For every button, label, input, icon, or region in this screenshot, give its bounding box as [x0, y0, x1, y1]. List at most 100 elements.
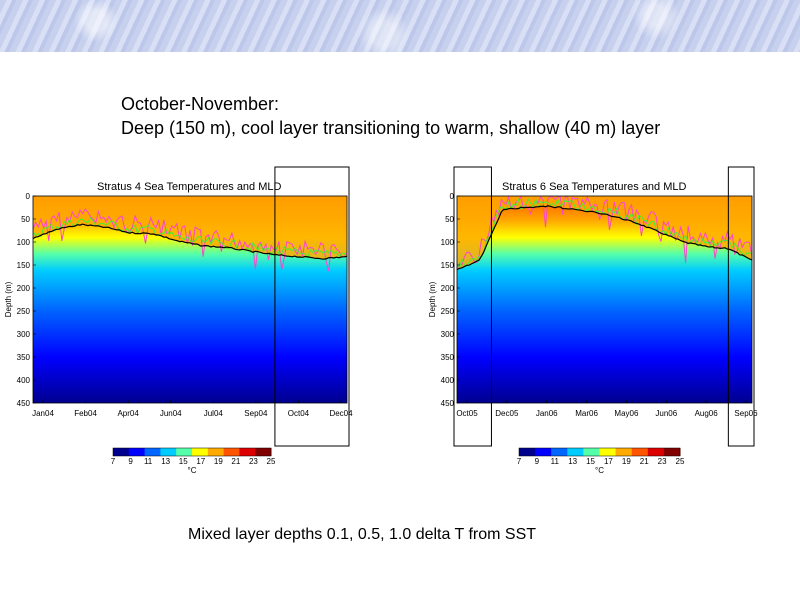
chart-1: Stratus 4 Sea Temperatures and MLD 0 50 100…	[4, 166, 353, 475]
mld-line-1	[456, 195, 753, 271]
y-tick-label: 250	[17, 307, 31, 316]
colorbar-swatch	[551, 448, 568, 456]
colorbar-tick-label: 19	[622, 457, 631, 466]
x-tick-label: Feb04	[74, 409, 97, 418]
heading-line-1: October-November:	[121, 94, 280, 114]
colorbar-tick-label: 21	[640, 457, 649, 466]
warm-surface-layer	[457, 196, 752, 270]
y-tick-label: 450	[17, 399, 31, 408]
y-tick-label: 250	[441, 307, 455, 316]
y-tick-label: 350	[441, 353, 455, 362]
colorbar-tick-label: 15	[586, 457, 595, 466]
highlight-box	[727, 166, 755, 447]
mld-line-2	[32, 217, 348, 260]
colorbar-swatch	[535, 448, 552, 456]
colorbar-swatch	[583, 448, 600, 456]
colorbar-swatch	[207, 448, 225, 456]
x-tick-label: Dec04	[329, 409, 353, 418]
colorbar-tick-label: 19	[214, 457, 223, 466]
x-tick-label: Jun04	[160, 409, 182, 418]
footnote-caption: Mixed layer depths 0.1, 0.5, 1.0 delta T…	[188, 526, 537, 543]
y-tick-label: 400	[17, 376, 31, 385]
mld-line-3	[32, 223, 348, 260]
colorbar-tick-label: 7	[111, 457, 116, 466]
colorbar-swatch	[631, 448, 649, 456]
colorbar-tick-label: 25	[267, 457, 276, 466]
x-tick-label: Jul04	[204, 409, 224, 418]
y-tick-label: 200	[17, 284, 31, 293]
mld-line-1	[32, 208, 348, 272]
mld-line-3	[456, 205, 753, 271]
x-tick-label: Oct05	[456, 409, 478, 418]
colorbar-swatch	[176, 448, 193, 456]
y-tick-label: 150	[441, 261, 455, 270]
y-tick-label: 150	[17, 261, 31, 270]
plot-frame	[456, 195, 753, 404]
x-tick-label: Jan06	[536, 409, 558, 418]
colorbar-tick-label: 23	[249, 457, 258, 466]
colorbar-swatch	[599, 448, 617, 456]
colorbar-tick-label: 11	[144, 457, 153, 466]
colorbar-frame	[518, 447, 681, 457]
y-tick-label: 350	[17, 353, 31, 362]
y-tick-label: 450	[441, 399, 455, 408]
colorbar-tick-label: 25	[676, 457, 685, 466]
y-tick-label: 50	[445, 215, 454, 224]
colorbar-unit-label: °C	[188, 466, 197, 475]
x-tick-label: Apr04	[117, 409, 139, 418]
warm-surface-layer	[33, 196, 347, 259]
x-tick-label: Jan04	[32, 409, 54, 418]
x-tick-label: May06	[614, 409, 639, 418]
y-axis-label: Depth (m)	[4, 281, 13, 317]
colorbar-swatch	[567, 448, 584, 456]
colorbar-swatch	[663, 448, 681, 456]
x-tick-label: Sep04	[244, 409, 268, 418]
y-tick-label: 300	[17, 330, 31, 339]
chart-title: Stratus 4 Sea Temperatures and MLD	[97, 181, 282, 193]
colorbar-tick-label: 13	[568, 457, 577, 466]
y-tick-label: 50	[21, 215, 30, 224]
colorbar-unit-label: °C	[595, 466, 604, 475]
y-axis-label: Depth (m)	[428, 281, 437, 317]
colorbar-swatch	[615, 448, 633, 456]
colorbar-tick-label: 9	[535, 457, 540, 466]
chart-2: Stratus 6 Sea Temperatures and MLD 0 50 100…	[428, 166, 758, 475]
heading-line-2: Deep (150 m), cool layer transitioning t…	[121, 118, 661, 138]
x-tick-label: Sep06	[734, 409, 758, 418]
highlight-box	[453, 166, 492, 447]
x-tick-label: Jun06	[655, 409, 677, 418]
plot-frame	[32, 195, 348, 404]
colorbar-tick-label: 7	[517, 457, 522, 466]
colorbar-swatch	[128, 448, 146, 456]
colorbar-swatch	[647, 448, 665, 456]
highlight-box	[274, 166, 350, 447]
x-tick-label: Mar06	[575, 409, 598, 418]
colorbar-swatch	[113, 448, 130, 456]
colorbar-tick-label: 9	[128, 457, 133, 466]
y-tick-label: 0	[450, 192, 455, 201]
y-tick-label: 0	[26, 192, 31, 201]
x-tick-label: Aug06	[695, 409, 719, 418]
colorbar-swatch	[239, 448, 256, 456]
colorbar-tick-label: 15	[179, 457, 188, 466]
x-tick-label: Oct04	[288, 409, 310, 418]
decorative-banner	[0, 0, 800, 52]
colorbar-swatch	[255, 448, 272, 456]
colorbar-swatch	[223, 448, 240, 456]
colorbar-swatch	[160, 448, 177, 456]
y-tick-label: 200	[441, 284, 455, 293]
chart-title: Stratus 6 Sea Temperatures and MLD	[502, 181, 687, 193]
y-tick-label: 400	[441, 376, 455, 385]
colorbar-tick-label: 13	[161, 457, 170, 466]
colorbar-tick-label: 17	[604, 457, 613, 466]
colorbar-tick-label: 11	[551, 457, 560, 466]
colorbar-tick-label: 17	[196, 457, 205, 466]
y-tick-label: 300	[441, 330, 455, 339]
colorbar-frame	[112, 447, 272, 457]
x-tick-label: Dec05	[495, 409, 519, 418]
colorbar-swatch	[519, 448, 536, 456]
colorbar-tick-label: 21	[231, 457, 240, 466]
colorbar-swatch	[192, 448, 209, 456]
y-tick-label: 100	[441, 238, 455, 247]
